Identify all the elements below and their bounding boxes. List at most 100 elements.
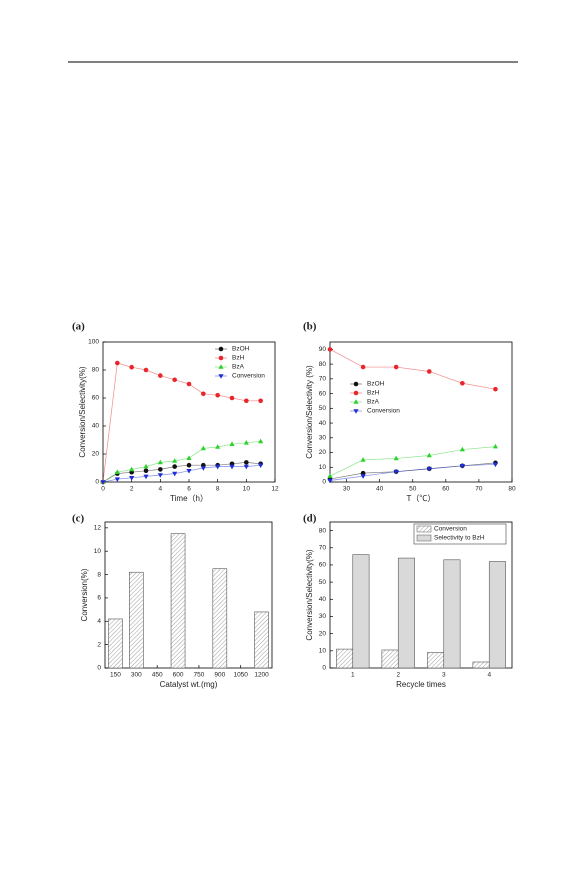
y-tick-label: 0 (95, 479, 99, 486)
marker (229, 464, 235, 470)
marker (201, 391, 206, 397)
legend-label: BzOH (232, 346, 250, 353)
bar (488, 561, 506, 669)
x-tick-label: 600 (173, 672, 184, 679)
series-line (329, 446, 496, 477)
y-tick-label: 80 (92, 367, 100, 374)
legend-label: Selectivity to BzH (434, 535, 485, 542)
marker (493, 386, 498, 392)
marker (158, 373, 163, 378)
series-line (102, 464, 261, 483)
bar (381, 649, 399, 669)
series-line (102, 462, 261, 483)
y-tick-label: 60 (319, 562, 327, 569)
legend-swatch (416, 534, 432, 542)
marker (129, 364, 134, 370)
x-tick-label: 8 (216, 486, 220, 493)
marker (100, 480, 106, 485)
legend-label: BzH (232, 355, 245, 362)
plot-frame (104, 521, 273, 669)
marker (243, 440, 249, 445)
x-tick-label: 12 (271, 486, 279, 493)
bar (443, 559, 461, 669)
marker (492, 462, 499, 468)
y-tick-label: 20 (92, 451, 100, 458)
x-axis-title: Catalyst wt.(mg) (160, 680, 218, 689)
x-tick-label: 450 (152, 672, 163, 679)
y-tick-label: 40 (92, 423, 100, 430)
y-tick-label: 0 (97, 665, 101, 672)
y-tick-label: 50 (319, 579, 327, 586)
marker (360, 457, 366, 462)
marker (200, 445, 206, 451)
y-tick-label: 40 (319, 596, 327, 603)
series-line (329, 349, 496, 390)
panel-label: (d) (303, 513, 317, 525)
plot-frame (329, 521, 513, 669)
marker (218, 374, 224, 379)
y-tick-label: 6 (97, 595, 101, 602)
marker (200, 466, 206, 471)
y-tick-label: 50 (319, 405, 327, 412)
bar (108, 618, 123, 669)
series-line (329, 463, 496, 481)
marker (229, 441, 235, 446)
y-tick-label: 0 (322, 479, 326, 486)
marker (186, 462, 192, 468)
legend-label: BzA (232, 364, 245, 371)
y-tick-label: 10 (319, 464, 327, 471)
x-tick-label: 1050 (233, 672, 248, 679)
y-tick-label: 0 (322, 665, 326, 672)
marker (393, 455, 399, 461)
marker (360, 474, 366, 479)
marker (143, 468, 149, 474)
marker (115, 360, 120, 366)
y-tick-label: 60 (92, 395, 100, 402)
marker (353, 409, 359, 414)
x-tick-label: 150 (110, 672, 121, 679)
marker (459, 463, 465, 469)
marker (172, 471, 178, 477)
bar (129, 571, 144, 669)
bar (254, 611, 269, 669)
marker (426, 466, 432, 472)
marker (353, 399, 359, 404)
y-axis-title: Conversion/Selectivity(%) (78, 366, 87, 457)
x-tick-label: 60 (442, 486, 450, 493)
marker (459, 446, 465, 452)
marker (327, 478, 333, 484)
series-line (102, 441, 261, 483)
plot-frame (329, 341, 513, 483)
x-tick-label: 6 (187, 486, 191, 493)
legend-label: BzH (367, 390, 380, 397)
x-axis-title: Time（h） (170, 494, 208, 503)
marker (426, 369, 432, 374)
y-tick-label: 8 (97, 571, 101, 578)
bar (352, 554, 370, 669)
legend-label: BzA (367, 399, 380, 406)
marker (243, 464, 249, 470)
legend-label: Conversion (232, 373, 265, 380)
y-tick-label: 60 (319, 390, 327, 397)
x-tick-label: 4 (487, 672, 491, 679)
marker (215, 444, 221, 449)
marker (353, 390, 359, 396)
legend-label: Conversion (434, 526, 467, 533)
legend-box (413, 523, 507, 545)
x-axis-title: T（℃） (407, 494, 436, 503)
bar (212, 568, 228, 669)
y-axis-title: Conversion/Selectivity (%) (305, 365, 314, 459)
marker (218, 355, 224, 361)
y-tick-label: 12 (94, 525, 102, 532)
x-tick-label: 750 (194, 672, 205, 679)
series-line (102, 362, 261, 483)
marker (460, 380, 465, 386)
marker (129, 466, 135, 472)
y-tick-label: 100 (88, 339, 99, 346)
marker (114, 477, 120, 482)
y-tick-label: 80 (319, 361, 327, 368)
marker (215, 464, 221, 470)
marker (426, 452, 432, 458)
panel-label: (c) (72, 513, 85, 525)
